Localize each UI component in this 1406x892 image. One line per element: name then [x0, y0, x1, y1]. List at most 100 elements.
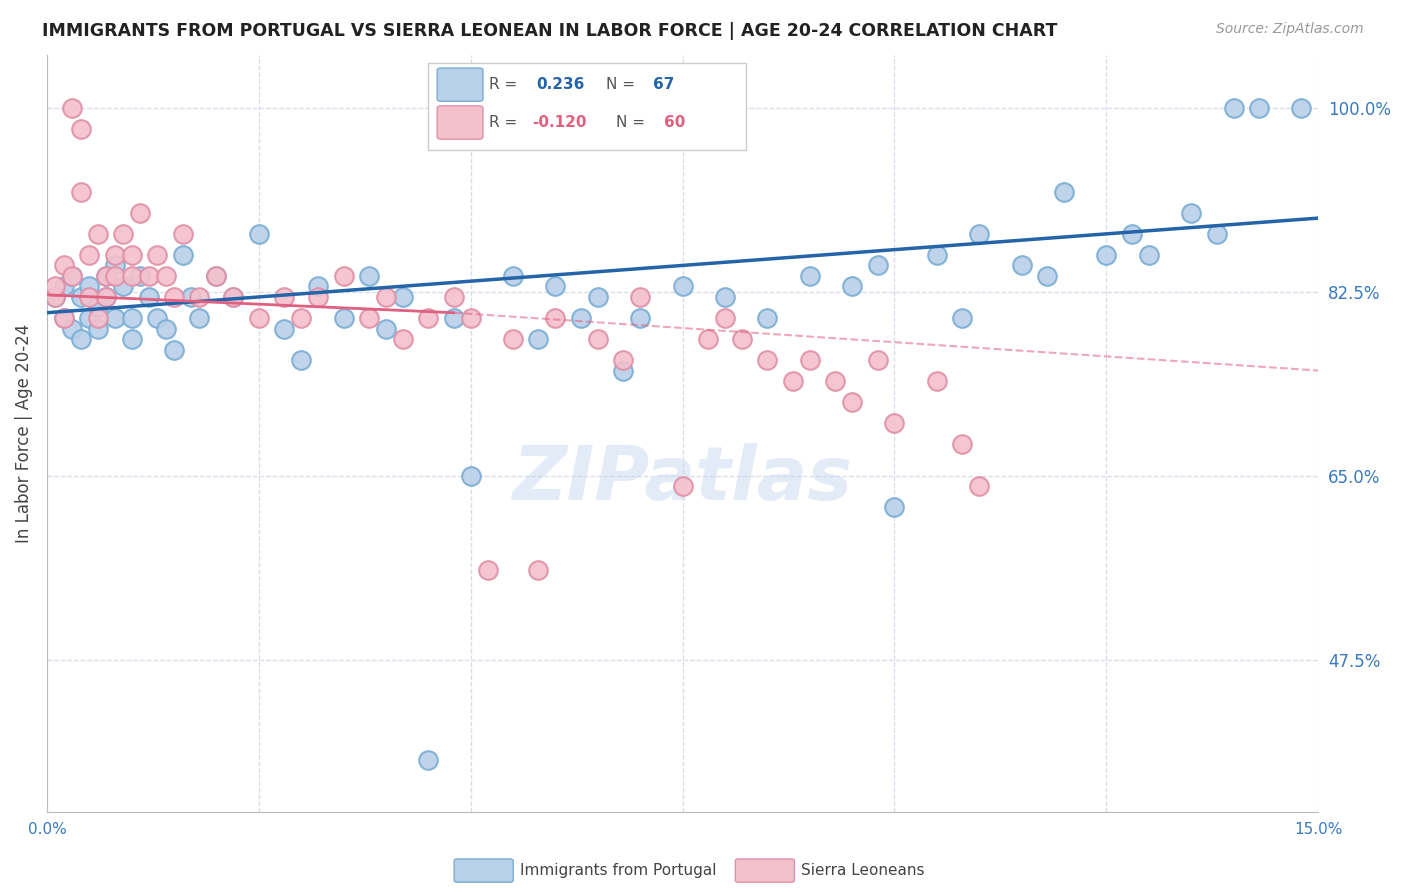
Point	[1222, 101, 1244, 115]
Point	[1121, 227, 1143, 241]
Point	[155, 321, 177, 335]
Point	[205, 268, 228, 283]
Point	[460, 468, 482, 483]
Point	[163, 343, 186, 357]
Point	[138, 268, 160, 283]
Point	[671, 279, 693, 293]
Point	[60, 101, 83, 115]
Point	[52, 279, 75, 293]
Point	[756, 310, 779, 325]
Point	[697, 332, 720, 346]
Point	[60, 321, 83, 335]
Point	[925, 374, 948, 388]
Point	[44, 290, 66, 304]
Point	[87, 227, 110, 241]
Point	[1137, 248, 1160, 262]
Point	[1205, 227, 1227, 241]
Point	[247, 310, 270, 325]
Point	[332, 310, 354, 325]
Text: N =: N =	[616, 115, 651, 130]
Point	[273, 290, 295, 304]
Point	[247, 227, 270, 241]
Point	[146, 310, 169, 325]
FancyBboxPatch shape	[437, 106, 484, 139]
Text: IMMIGRANTS FROM PORTUGAL VS SIERRA LEONEAN IN LABOR FORCE | AGE 20-24 CORRELATIO: IMMIGRANTS FROM PORTUGAL VS SIERRA LEONE…	[42, 22, 1057, 40]
Point	[841, 395, 863, 409]
Point	[104, 310, 127, 325]
Point	[172, 227, 194, 241]
Point	[52, 310, 75, 325]
Point	[163, 290, 186, 304]
Point	[824, 374, 846, 388]
Point	[527, 332, 550, 346]
Point	[1036, 268, 1059, 283]
Point	[77, 248, 100, 262]
Point	[714, 290, 737, 304]
Point	[502, 268, 524, 283]
Text: -0.120: -0.120	[533, 115, 588, 130]
Point	[374, 321, 396, 335]
Point	[883, 500, 905, 515]
Point	[756, 353, 779, 368]
Point	[96, 268, 118, 283]
Point	[612, 363, 634, 377]
Point	[569, 310, 592, 325]
Point	[307, 290, 329, 304]
Point	[1011, 259, 1033, 273]
Text: R =: R =	[489, 115, 523, 130]
Point	[502, 332, 524, 346]
Point	[731, 332, 754, 346]
Point	[155, 268, 177, 283]
Point	[104, 259, 127, 273]
Point	[967, 479, 990, 493]
Point	[544, 310, 567, 325]
Point	[628, 290, 651, 304]
Point	[69, 290, 91, 304]
Point	[121, 310, 143, 325]
Point	[671, 479, 693, 493]
Point	[586, 332, 609, 346]
Point	[799, 268, 821, 283]
Point	[357, 310, 380, 325]
Point	[460, 310, 482, 325]
Point	[112, 279, 135, 293]
Point	[188, 290, 211, 304]
Point	[77, 290, 100, 304]
Point	[77, 279, 100, 293]
Text: Source: ZipAtlas.com: Source: ZipAtlas.com	[1216, 22, 1364, 37]
Point	[1095, 248, 1118, 262]
Point	[418, 753, 440, 767]
Point	[121, 268, 143, 283]
Text: Sierra Leoneans: Sierra Leoneans	[801, 863, 925, 878]
Point	[77, 310, 100, 325]
Text: Immigrants from Portugal: Immigrants from Portugal	[520, 863, 717, 878]
Point	[925, 248, 948, 262]
FancyBboxPatch shape	[429, 62, 747, 150]
Point	[205, 268, 228, 283]
Point	[121, 332, 143, 346]
Point	[332, 268, 354, 283]
Point	[477, 563, 499, 577]
Point	[418, 310, 440, 325]
Point	[1180, 206, 1202, 220]
Text: R =: R =	[489, 78, 523, 92]
Point	[87, 321, 110, 335]
Point	[841, 279, 863, 293]
Point	[104, 248, 127, 262]
Point	[146, 248, 169, 262]
Point	[104, 268, 127, 283]
Point	[188, 310, 211, 325]
Point	[129, 206, 152, 220]
Point	[612, 353, 634, 368]
Point	[69, 185, 91, 199]
Point	[714, 310, 737, 325]
Point	[290, 310, 312, 325]
Text: 67: 67	[654, 78, 675, 92]
Point	[866, 259, 889, 273]
Point	[950, 310, 973, 325]
Point	[60, 268, 83, 283]
Point	[443, 310, 465, 325]
Point	[129, 268, 152, 283]
Point	[799, 353, 821, 368]
Point	[273, 321, 295, 335]
